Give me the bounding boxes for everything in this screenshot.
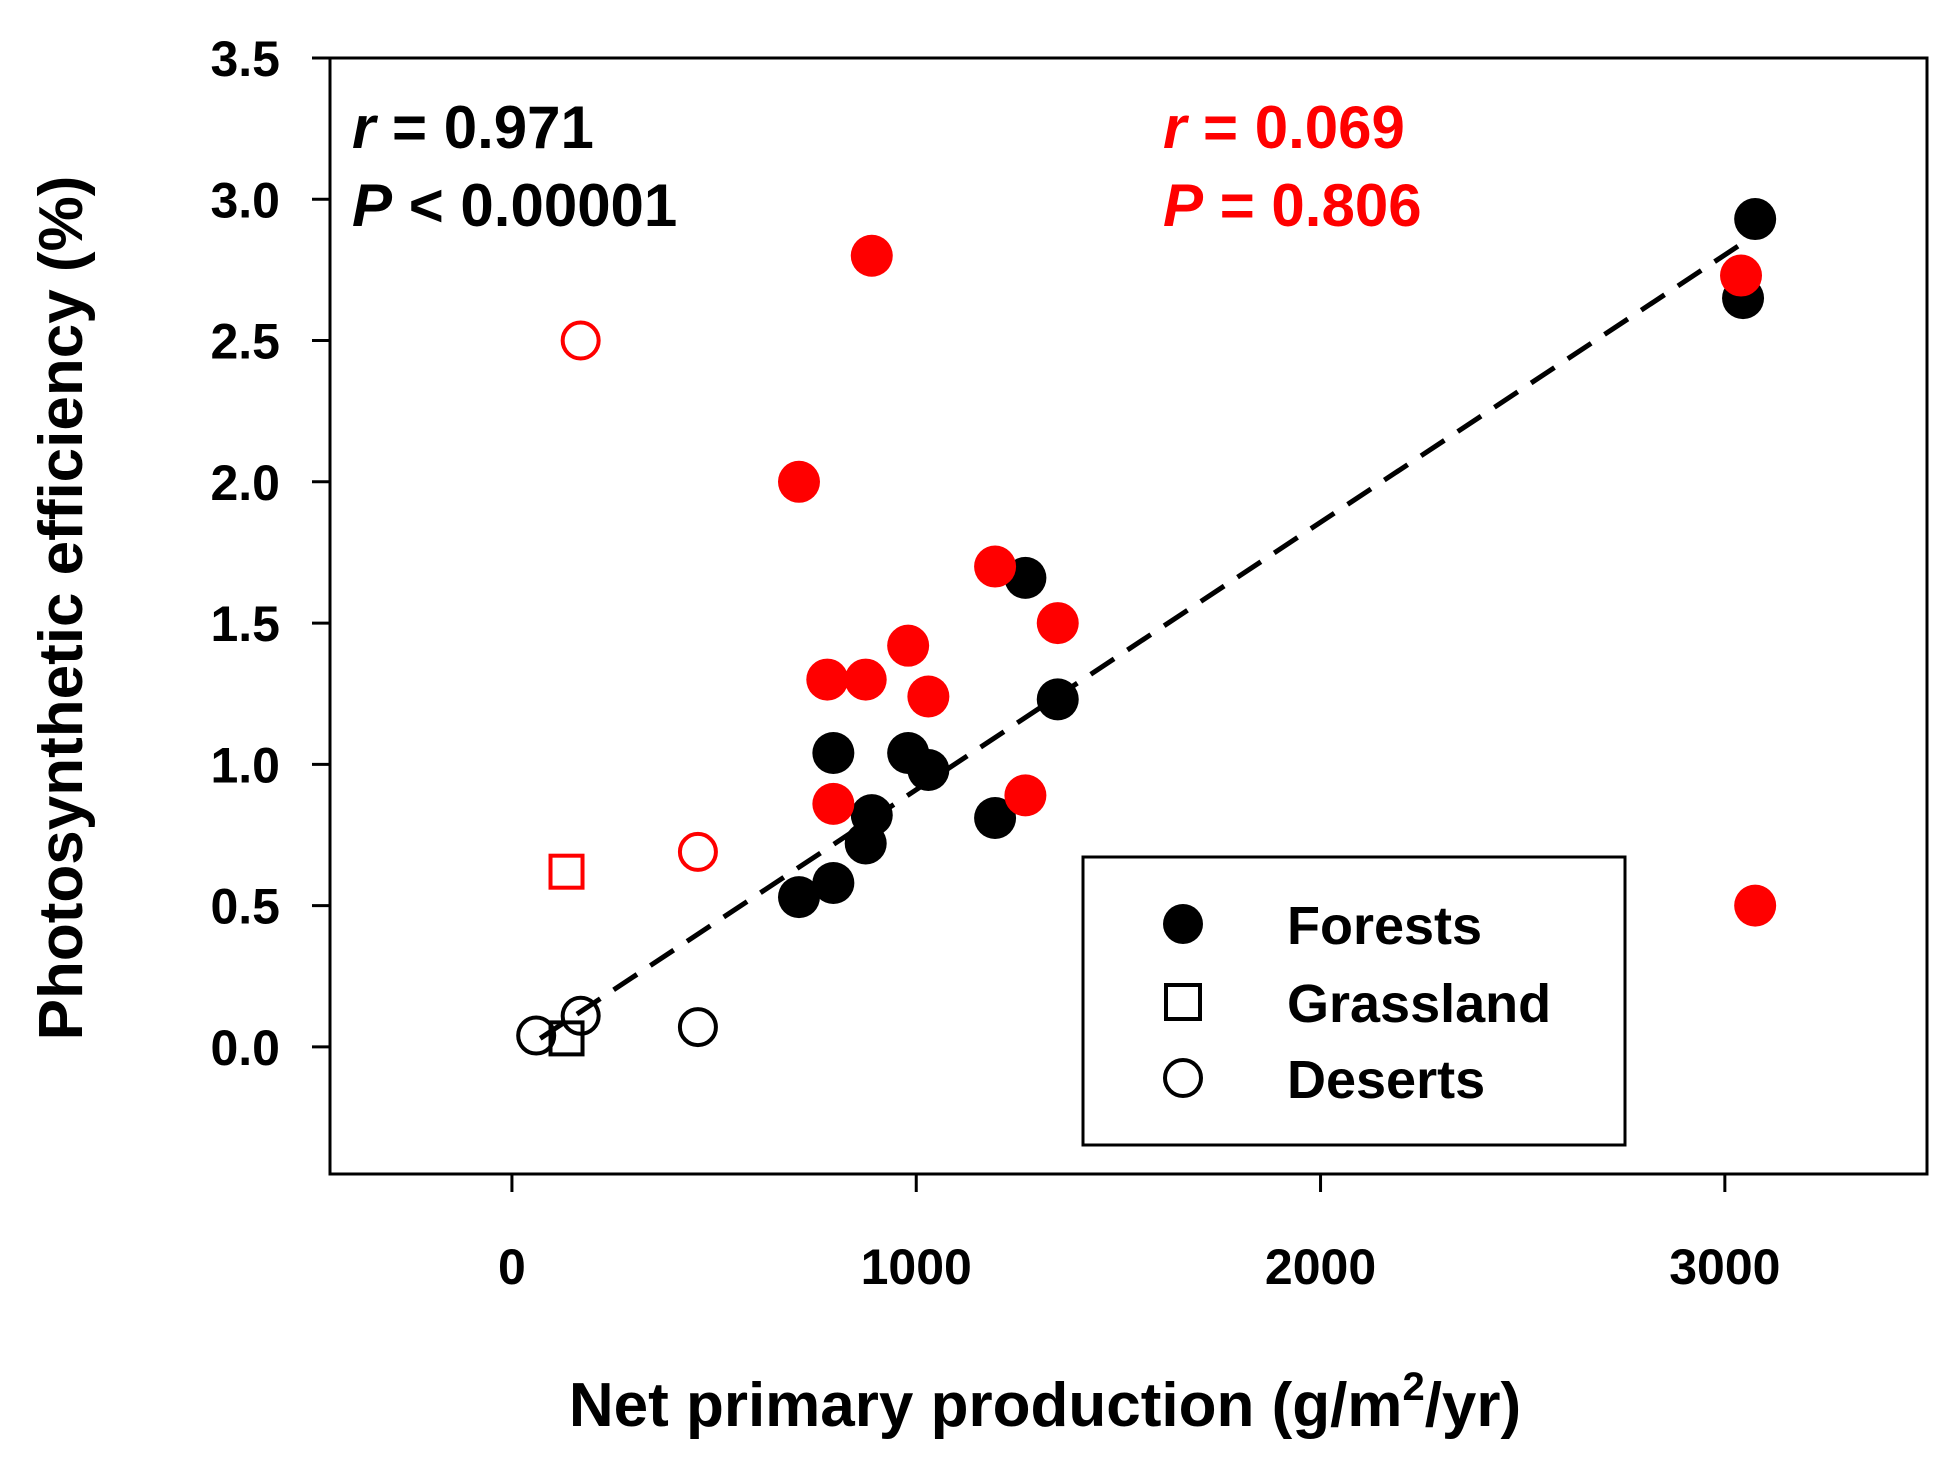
point-forests-black [1734,198,1777,241]
legend-label-deserts: Deserts [1287,1050,1485,1110]
x-axis-title-sup: 2 [1402,1365,1424,1409]
y-tick-label: 1.0 [210,737,280,793]
point-forests-red [844,658,887,701]
y-tick-label: 3.0 [210,172,280,228]
point-deserts-black [516,1015,557,1056]
stat-r-black: r = 0.971 [352,94,594,161]
p-value-red: = 0.806 [1203,172,1422,239]
x-axis-title-end: /yr) [1425,1371,1521,1440]
point-forests-black [907,748,950,791]
y-tick-label: 0.0 [210,1020,280,1076]
x-tick-label: 1000 [861,1239,972,1295]
x-tick-label: 2000 [1265,1239,1376,1295]
point-forests-black [812,732,855,775]
legend-filled-circle-icon [1163,904,1203,944]
point-forests-red [1036,602,1079,645]
point-forests-red [1734,884,1777,927]
point-forests-red [907,675,950,718]
y-axis-ticks: 0.0 0.5 1.0 1.5 2.0 2.5 3.0 3.5 [210,31,330,1076]
stat-r-red: r = 0.069 [1163,94,1405,161]
legend: Forests Grassland Deserts [1081,855,1627,1147]
y-axis-title: Photosynthetic efficiency (%) [27,176,96,1041]
point-forests-black [812,861,855,904]
point-deserts-red [560,320,601,361]
point-grassland-red [548,853,585,890]
r-symbol-black: r [352,94,379,161]
plot-frame [328,56,1929,1176]
point-forests-red [850,234,893,277]
p-value-black: < 0.00001 [392,172,677,239]
legend-open-circle-icon [1163,1058,1203,1098]
x-tick-label: 3000 [1669,1239,1780,1295]
y-tick-label: 3.5 [210,31,280,87]
legend-label-grassland: Grassland [1287,974,1551,1034]
point-forests-red [887,624,930,667]
point-deserts-black [677,1007,718,1048]
legend-box [1081,855,1627,1147]
r-value-red: = 0.069 [1186,94,1405,161]
regression-fit-line [538,236,1751,1041]
point-deserts-red [677,831,718,872]
stat-p-black: P < 0.00001 [352,172,677,239]
y-tick-label: 2.5 [210,314,280,370]
point-forests-black [974,797,1017,840]
point-forests-red [1004,774,1047,817]
x-axis-ticks: 0 1000 2000 3000 [498,1174,1780,1295]
stat-p-red: P = 0.806 [1163,172,1422,239]
y-tick-label: 1.5 [210,596,280,652]
p-symbol-red: P [1163,172,1204,239]
point-forests-black [777,876,820,919]
y-tick-label: 2.0 [210,455,280,511]
point-forests-red [777,460,820,503]
point-forests-red [974,545,1017,588]
point-forests-black [1036,678,1079,721]
point-forests-red [806,658,849,701]
p-symbol-black: P [352,172,393,239]
point-deserts-black [560,995,601,1036]
point-forests-red [1720,254,1763,297]
x-axis-title-main: Net primary production (g/m [569,1371,1403,1440]
point-forests-red [812,782,855,825]
data-points [516,198,1777,1057]
r-symbol-red: r [1163,94,1190,161]
point-forests-black [844,822,887,865]
y-tick-label: 0.5 [210,879,280,935]
point-grassland-black [548,1020,585,1057]
x-axis-title: Net primary production (g/m2/yr) [569,1365,1521,1440]
legend-open-square-icon [1164,983,1202,1021]
r-value-black: = 0.971 [375,94,594,161]
legend-label-forests: Forests [1287,896,1482,956]
x-tick-label: 0 [498,1239,526,1295]
